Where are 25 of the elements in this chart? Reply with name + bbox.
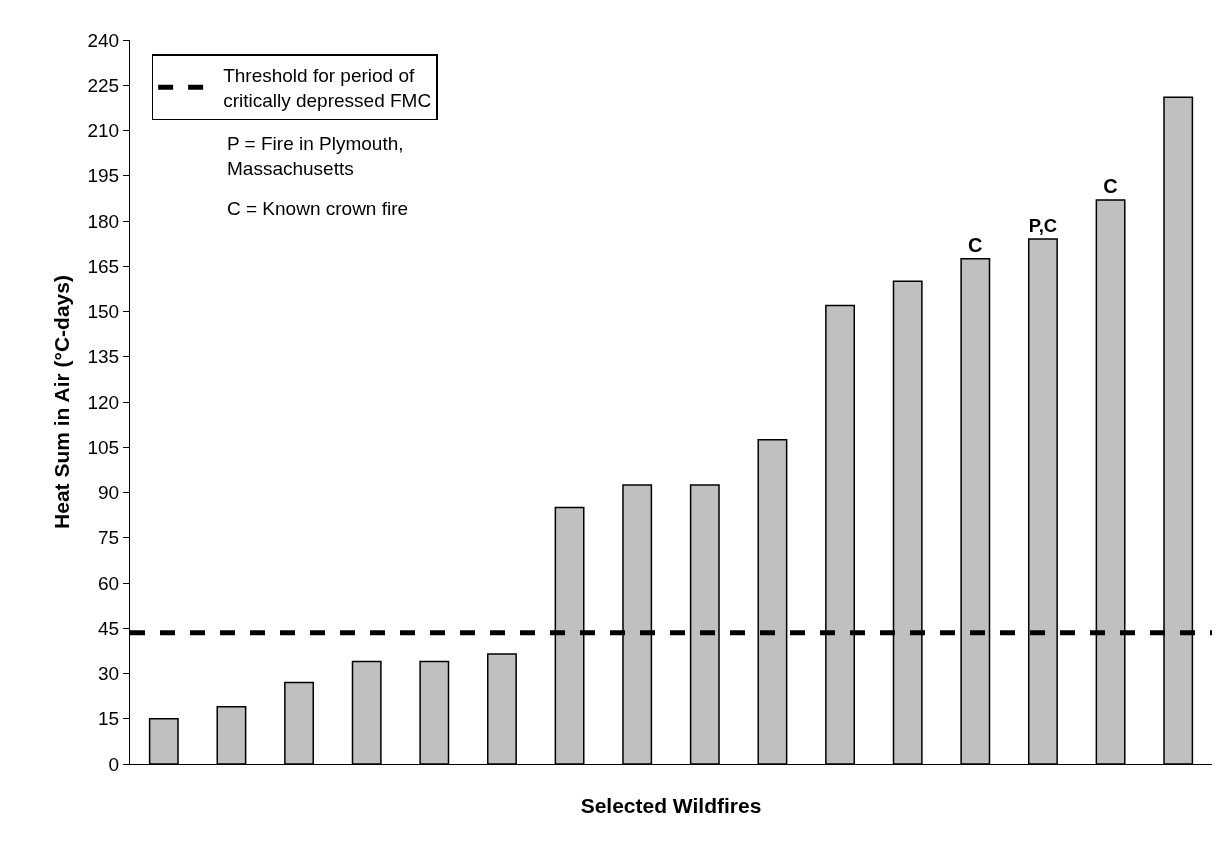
y-tick-label: 60 (98, 572, 120, 594)
y-tick-label: 45 (98, 617, 120, 639)
y-tick-label: 210 (87, 120, 120, 142)
y-tick-label: 15 (98, 708, 120, 730)
data-label: C (1103, 174, 1118, 197)
y-tick-label: 105 (87, 436, 120, 458)
y-tick-label: 120 (87, 391, 120, 413)
legend-label: Threshold for period of critically depressed FMC (223, 65, 432, 111)
data-label: C (968, 233, 983, 256)
annotation: P = Fire in Plymouth, Massachusetts (227, 133, 404, 179)
y-axis-title: Heat Sum in Air (°C-days) (49, 275, 73, 529)
y-tick-label: 240 (87, 29, 120, 51)
y-tick-label: 90 (98, 482, 120, 504)
y-tick-label: 150 (87, 301, 120, 323)
y-tick-label: 75 (98, 527, 120, 549)
y-tick-label: 195 (87, 165, 120, 187)
x-axis-title: Selected Wildfires (580, 794, 762, 817)
y-tick-label: 180 (87, 210, 120, 232)
y-tick-label: 225 (87, 74, 120, 96)
y-tick-label: 165 (87, 255, 120, 277)
data-label: P,C (1028, 215, 1058, 237)
y-tick-label: 30 (98, 663, 120, 685)
annotation: C = Known crown fire (227, 198, 409, 219)
y-tick-label: 0 (108, 753, 120, 775)
y-tick-label: 135 (87, 346, 120, 368)
